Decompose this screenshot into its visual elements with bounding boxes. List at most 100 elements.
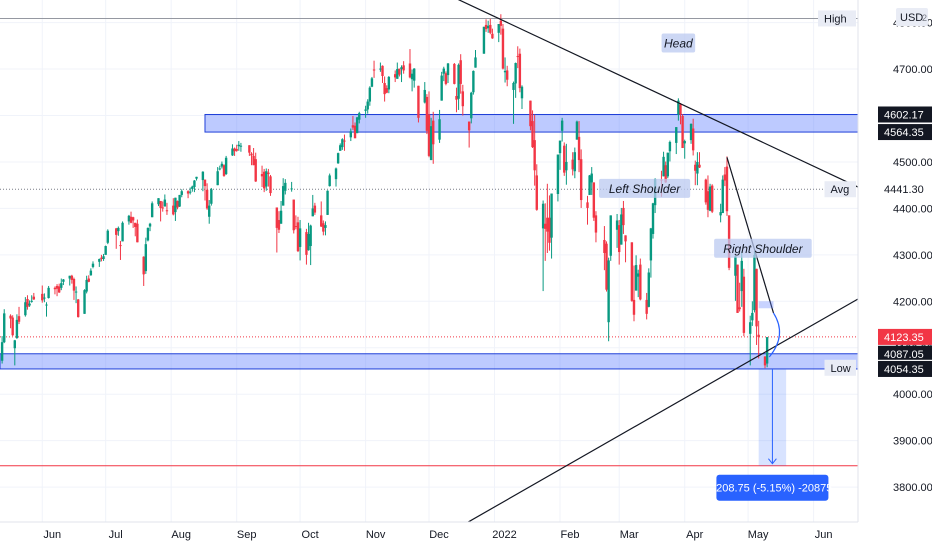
candle-body: [679, 104, 682, 115]
candle-body: [349, 131, 353, 138]
candle-body: [609, 215, 612, 256]
price-tick-label: 3800.00: [893, 482, 932, 494]
candle-body: [205, 189, 209, 209]
candle-body: [9, 315, 12, 319]
candle-body: [548, 217, 551, 243]
candle-body: [503, 70, 507, 73]
candle-body: [417, 85, 420, 118]
candle-body: [106, 230, 109, 243]
candle-body: [328, 175, 331, 187]
candle-body: [53, 287, 57, 290]
candle-body: [148, 223, 152, 227]
candle-body: [220, 163, 224, 167]
candle-body: [275, 207, 279, 228]
candle-body: [121, 222, 124, 242]
candle-body: [320, 215, 323, 227]
candle-body: [704, 179, 708, 203]
price-label-box: [878, 106, 932, 123]
candle-body: [231, 148, 234, 156]
candle-body: [322, 223, 325, 232]
price-label-text: Avg: [831, 184, 850, 196]
candle-body: [734, 256, 737, 276]
candle-body: [372, 69, 376, 71]
candle-body: [639, 264, 642, 300]
candle-body: [146, 227, 150, 241]
candle-body: [279, 210, 283, 224]
candle-body: [74, 291, 78, 293]
candle-body: [617, 225, 621, 253]
candle-body: [117, 227, 120, 232]
price-axis-bg: [858, 0, 932, 550]
candle-body: [76, 299, 80, 318]
candle-body: [592, 182, 596, 218]
grid-layer: [0, 0, 858, 522]
candle-body: [311, 208, 314, 217]
candle-body: [115, 228, 118, 235]
price-label-text: 4087.05: [884, 349, 924, 361]
candle-body: [102, 256, 105, 260]
trendline: [457, 0, 859, 188]
candle-body: [157, 198, 160, 205]
candle-body: [15, 319, 19, 338]
candle-body: [305, 232, 308, 255]
price-label-text: 4441.30: [884, 184, 924, 196]
candle-body: [423, 89, 426, 103]
candle-body: [269, 176, 272, 194]
candle-body: [62, 279, 65, 282]
candle-body: [410, 73, 414, 80]
candle-body: [501, 28, 505, 69]
candle-body: [188, 191, 192, 193]
candle-body: [281, 186, 285, 206]
candle-body: [176, 200, 179, 208]
candle-body: [313, 205, 317, 213]
candle-body: [400, 67, 403, 70]
candle-body: [432, 120, 435, 145]
price-label-box: [824, 181, 856, 198]
candle-body: [575, 121, 579, 140]
candle-body: [387, 76, 391, 90]
candle-body: [763, 356, 767, 366]
annotation-box: [598, 178, 691, 198]
candle-body: [265, 171, 268, 187]
candle-body: [26, 298, 29, 307]
time-tick-label: 2022: [492, 529, 516, 541]
candle-body: [193, 180, 196, 188]
candle-body: [159, 200, 162, 208]
candle-body: [30, 300, 33, 302]
candle-body: [474, 57, 477, 68]
candle-body: [637, 273, 640, 277]
candle-body: [119, 245, 122, 247]
candle-body: [100, 257, 103, 260]
candle-body: [520, 86, 524, 99]
candle-body: [719, 212, 722, 216]
time-tick-label: Feb: [561, 529, 580, 541]
candle-body: [252, 155, 255, 166]
candle-body: [544, 223, 547, 229]
candle-body: [594, 215, 598, 233]
candle-body: [180, 191, 183, 195]
time-axis-bg: [0, 522, 858, 550]
candle-body: [239, 145, 243, 147]
candle-body: [749, 322, 752, 334]
candle-body: [546, 217, 549, 232]
price-label-box: [878, 181, 932, 198]
candle-body: [560, 120, 564, 131]
time-tick-label: Jun: [815, 529, 833, 541]
annotation-label: Head: [664, 37, 693, 51]
candle-body: [47, 287, 50, 299]
candle-body: [11, 317, 14, 336]
candle-body: [324, 225, 327, 228]
candle-body: [381, 65, 384, 77]
candle-body: [379, 68, 382, 70]
price-tick-label: 4000.00: [893, 389, 932, 401]
candle-body: [725, 166, 729, 212]
candle-body: [691, 128, 695, 151]
candle-body: [343, 140, 346, 142]
time-tick-label: Mar: [620, 529, 639, 541]
candle-body: [267, 172, 270, 175]
candle-body: [72, 279, 76, 291]
candle-body: [755, 268, 758, 327]
